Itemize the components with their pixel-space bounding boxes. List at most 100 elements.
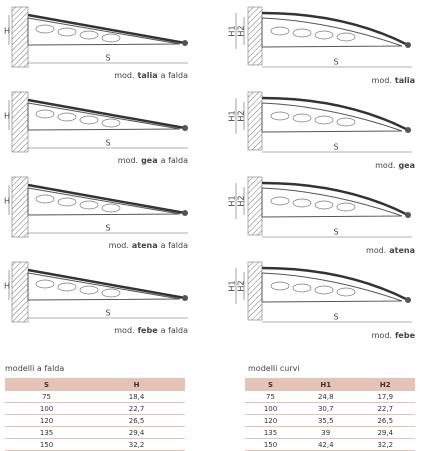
bracket bbox=[261, 187, 403, 218]
header-cell: S bbox=[5, 378, 89, 391]
table-row: 150 32,2 bbox=[5, 438, 185, 451]
prefix: mod. bbox=[118, 156, 138, 165]
bracket bbox=[261, 17, 403, 48]
ornament bbox=[314, 200, 334, 210]
ornament bbox=[270, 26, 290, 36]
canopy bbox=[261, 96, 409, 132]
h1-label: H1 bbox=[228, 25, 237, 36]
table-cell: 100 bbox=[5, 402, 89, 415]
ornament bbox=[336, 117, 356, 127]
table-cell: 32,2 bbox=[88, 438, 185, 451]
table-cell: 32,2 bbox=[355, 438, 415, 451]
ornament bbox=[79, 285, 99, 295]
prefix: mod. bbox=[372, 76, 392, 85]
suffix: a falda bbox=[161, 326, 188, 335]
canopy-end bbox=[405, 127, 411, 133]
header-cell: S bbox=[245, 378, 297, 391]
ornament bbox=[101, 118, 121, 128]
table-cell: 75 bbox=[245, 391, 297, 403]
bracket bbox=[261, 102, 403, 133]
ornament bbox=[336, 202, 356, 212]
suffix: a falda bbox=[161, 71, 188, 80]
header-cell: H2 bbox=[355, 378, 415, 391]
wall bbox=[11, 6, 29, 68]
canopy bbox=[261, 181, 409, 217]
table-row: 120 35,5 26,5 bbox=[245, 414, 415, 427]
canopy bbox=[261, 11, 409, 47]
model-name: atena bbox=[132, 241, 158, 250]
bracket bbox=[27, 187, 181, 216]
suffix: a falda bbox=[161, 241, 188, 250]
wall bbox=[11, 176, 29, 238]
ornament bbox=[35, 24, 55, 34]
s-label: S bbox=[105, 54, 110, 63]
prefix: mod. bbox=[366, 246, 386, 255]
model-label: mod. febe bbox=[372, 331, 416, 340]
ornament bbox=[35, 279, 55, 289]
table-cell: 100 bbox=[245, 402, 297, 415]
s-label: S bbox=[105, 139, 110, 148]
model-label: mod. febe a falda bbox=[114, 326, 188, 335]
table: S H 75 18,4 100 22,7 120 26,5 135 29,4 150 32,2 bbox=[5, 378, 185, 451]
wall bbox=[247, 261, 263, 321]
bracket bbox=[27, 102, 181, 131]
canopy bbox=[27, 13, 186, 45]
model-name: gea bbox=[141, 156, 158, 165]
model-label: mod. gea a falda bbox=[118, 156, 188, 165]
table-cell: 18,4 bbox=[88, 391, 185, 403]
bracket bbox=[261, 272, 403, 303]
table-cell: 150 bbox=[5, 438, 89, 451]
header-cell: H1 bbox=[296, 378, 356, 391]
s-label: S bbox=[333, 228, 338, 237]
table-cell: 22,7 bbox=[355, 402, 415, 415]
h-label: H bbox=[4, 197, 10, 206]
model-name: febe bbox=[138, 326, 159, 335]
bracket bbox=[27, 272, 181, 301]
ornament bbox=[314, 30, 334, 40]
ornament bbox=[336, 287, 356, 297]
wall bbox=[247, 176, 263, 236]
canopy bbox=[27, 268, 186, 300]
table-row: 135 39 29,4 bbox=[245, 426, 415, 439]
h1-label: H1 bbox=[228, 280, 237, 291]
table-cell: 150 bbox=[245, 438, 297, 451]
ornament bbox=[79, 200, 99, 210]
ornament bbox=[314, 285, 334, 295]
canopy-end bbox=[182, 210, 188, 216]
table-row: 75 24,8 17,9 bbox=[245, 391, 415, 403]
ornament bbox=[292, 28, 312, 38]
model-name: talia bbox=[395, 76, 415, 85]
table-cell: 22,7 bbox=[88, 402, 185, 415]
bracket bbox=[27, 17, 181, 46]
table-cell: 17,9 bbox=[355, 391, 415, 403]
table-title: modelli a falda bbox=[5, 364, 65, 373]
ornament bbox=[336, 32, 356, 42]
canopy-end bbox=[405, 297, 411, 303]
table-cell: 120 bbox=[245, 414, 297, 427]
ornament bbox=[57, 282, 77, 292]
table-row: 135 29,4 bbox=[5, 426, 185, 439]
h-label: H bbox=[4, 282, 10, 291]
h1-label: H1 bbox=[228, 110, 237, 121]
table-row: 100 30,7 22,7 bbox=[245, 402, 415, 415]
canopy-end bbox=[182, 125, 188, 131]
table-row: 120 26,5 bbox=[5, 414, 185, 427]
s-label: S bbox=[105, 309, 110, 318]
model-label: mod. atena bbox=[366, 246, 415, 255]
table-cell: 39 bbox=[296, 426, 356, 439]
ornament bbox=[292, 113, 312, 123]
ornament bbox=[57, 197, 77, 207]
ornament bbox=[101, 288, 121, 298]
ornament bbox=[270, 281, 290, 291]
model-label: mod. talia bbox=[372, 76, 415, 85]
h2-label: H2 bbox=[237, 25, 246, 36]
model-label: mod. talia a falda bbox=[114, 71, 188, 80]
ornament bbox=[292, 198, 312, 208]
prefix: mod. bbox=[109, 241, 129, 250]
table-cell: 30,7 bbox=[296, 402, 356, 415]
ornament bbox=[57, 112, 77, 122]
table-cell: 35,5 bbox=[296, 414, 356, 427]
canopy-end bbox=[182, 295, 188, 301]
